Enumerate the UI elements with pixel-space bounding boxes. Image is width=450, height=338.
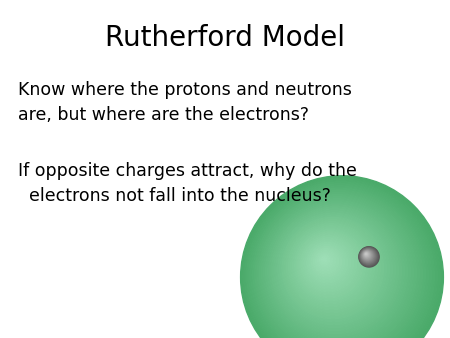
Circle shape xyxy=(241,176,443,338)
Circle shape xyxy=(360,247,378,266)
Circle shape xyxy=(309,244,345,280)
Circle shape xyxy=(311,246,342,277)
Circle shape xyxy=(274,209,396,331)
Circle shape xyxy=(261,197,414,338)
Circle shape xyxy=(307,242,348,283)
Circle shape xyxy=(280,215,387,322)
Circle shape xyxy=(363,251,372,260)
Circle shape xyxy=(272,207,399,334)
Circle shape xyxy=(362,249,374,262)
Circle shape xyxy=(259,194,417,338)
Circle shape xyxy=(253,188,425,338)
Circle shape xyxy=(297,232,363,298)
Circle shape xyxy=(291,226,372,307)
Circle shape xyxy=(263,199,410,338)
Circle shape xyxy=(299,234,360,295)
Circle shape xyxy=(257,192,419,338)
Circle shape xyxy=(295,230,366,301)
Circle shape xyxy=(322,257,327,262)
Circle shape xyxy=(364,251,370,259)
Circle shape xyxy=(249,184,432,338)
Circle shape xyxy=(266,201,408,338)
Text: Rutherford Model: Rutherford Model xyxy=(105,24,345,52)
Circle shape xyxy=(360,248,376,264)
Circle shape xyxy=(360,248,377,265)
Circle shape xyxy=(359,247,378,266)
Circle shape xyxy=(284,219,381,316)
Circle shape xyxy=(365,253,367,255)
Circle shape xyxy=(320,255,330,265)
Circle shape xyxy=(292,228,369,304)
Circle shape xyxy=(251,186,428,338)
Circle shape xyxy=(268,203,405,338)
Circle shape xyxy=(365,253,368,256)
Circle shape xyxy=(362,250,373,260)
Circle shape xyxy=(255,190,423,338)
Text: If opposite charges attract, why do the
  electrons not fall into the nucleus?: If opposite charges attract, why do the … xyxy=(18,162,357,205)
Circle shape xyxy=(315,250,336,271)
Circle shape xyxy=(361,249,374,262)
Circle shape xyxy=(361,249,375,263)
Circle shape xyxy=(278,213,390,325)
Circle shape xyxy=(286,221,378,313)
Circle shape xyxy=(270,205,401,337)
Circle shape xyxy=(313,248,339,274)
Circle shape xyxy=(282,217,383,319)
Circle shape xyxy=(247,182,434,338)
Text: Know where the protons and neutrons
are, but where are the electrons?: Know where the protons and neutrons are,… xyxy=(18,81,352,124)
Circle shape xyxy=(243,178,441,338)
Circle shape xyxy=(245,180,437,338)
Circle shape xyxy=(288,223,374,310)
Circle shape xyxy=(363,251,371,259)
Circle shape xyxy=(364,252,370,258)
Circle shape xyxy=(365,254,367,255)
Circle shape xyxy=(276,211,392,328)
Circle shape xyxy=(359,247,379,267)
Circle shape xyxy=(303,238,354,289)
Circle shape xyxy=(318,253,333,268)
Circle shape xyxy=(301,236,357,292)
Circle shape xyxy=(360,248,377,264)
Circle shape xyxy=(362,250,373,261)
Circle shape xyxy=(364,252,369,257)
Circle shape xyxy=(305,240,351,286)
Circle shape xyxy=(364,252,369,257)
